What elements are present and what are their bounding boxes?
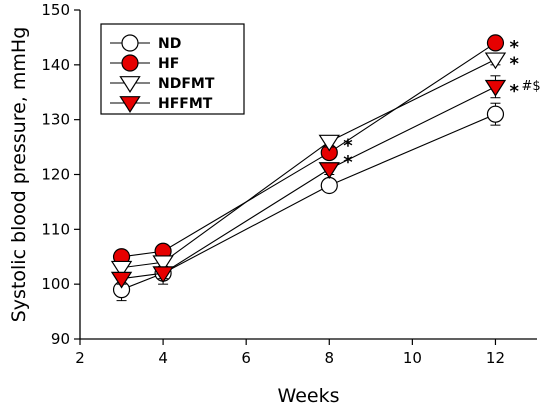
legend-marker — [121, 34, 139, 52]
y-tick-label: 130 — [41, 111, 70, 129]
series-ndfmt — [110, 52, 507, 278]
data-point — [110, 271, 133, 289]
legend-marker — [119, 76, 141, 93]
significance-mark: * — [343, 136, 353, 157]
data-point — [486, 34, 505, 52]
axes: 90 100 110 120 130 140 150 2 4 6 8 10 12 Weeks Systoli… — [8, 1, 537, 407]
data-point — [486, 105, 505, 123]
significance-mark: * — [509, 53, 519, 74]
legend-label: HFFMT — [158, 96, 213, 112]
series-layer — [110, 34, 507, 302]
y-tick-label: 150 — [41, 1, 70, 19]
y-tick-label: 140 — [41, 56, 70, 74]
significance-mark: * — [343, 152, 353, 173]
y-axis-title: Systolic blood pressure, mmHg — [8, 27, 30, 323]
y-tick-label: 120 — [41, 166, 70, 184]
significance-mark: * — [509, 37, 519, 58]
legend: ND HF NDFMT HFFMT — [100, 23, 245, 115]
data-point — [152, 255, 174, 273]
data-point — [484, 79, 507, 97]
legend-label: NDFMT — [158, 76, 215, 92]
x-tick-label: 4 — [158, 349, 168, 367]
data-point — [320, 176, 338, 195]
series-line — [121, 58, 496, 269]
y-tick-label: 100 — [41, 275, 70, 293]
legend-item-ndfmt: NDFMT — [110, 76, 215, 93]
x-axis-title: Weeks — [278, 385, 340, 407]
data-point — [152, 266, 174, 284]
x-tick-label: 2 — [75, 349, 85, 367]
series-nd — [112, 102, 505, 302]
series-hffmt — [110, 75, 507, 289]
data-point — [318, 134, 340, 152]
annotation-layer: *** #$** — [343, 37, 540, 173]
legend-item-hffmt: HFFMT — [110, 96, 213, 113]
legend-label: ND — [158, 36, 181, 52]
data-point — [110, 260, 133, 278]
data-point — [484, 52, 507, 70]
significance-mark: * — [509, 81, 519, 102]
data-point — [318, 162, 340, 179]
x-tick-label: 10 — [403, 349, 422, 367]
y-tick-label: 90 — [51, 330, 70, 348]
legend-item-hf: HF — [110, 54, 179, 72]
series-line — [121, 86, 496, 280]
x-tick-label: 6 — [241, 349, 251, 367]
legend-marker — [121, 54, 139, 72]
x-tick-label: 8 — [324, 349, 334, 367]
x-tick-label: 12 — [486, 349, 505, 367]
legend-item-nd: ND — [110, 34, 181, 52]
y-tick-label: 110 — [41, 220, 70, 238]
legend-marker — [119, 96, 141, 113]
significance-mark: #$ — [521, 79, 540, 94]
legend-label: HF — [158, 56, 179, 72]
series-line — [121, 113, 496, 291]
